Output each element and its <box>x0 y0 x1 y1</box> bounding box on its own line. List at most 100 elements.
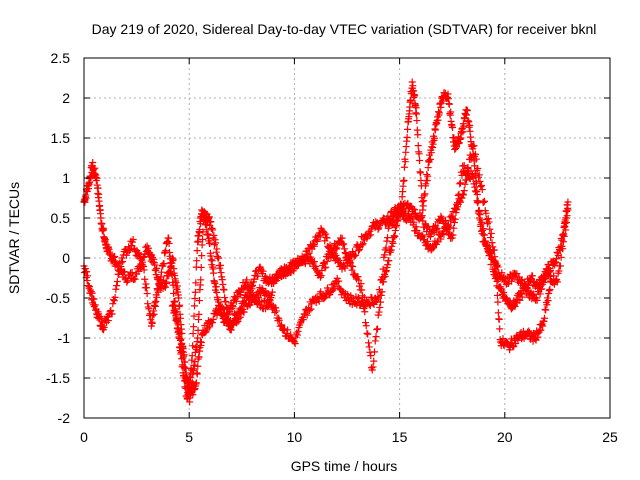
data-point-sample <box>473 197 481 205</box>
data-point-sample <box>493 291 501 299</box>
data-point-sample <box>137 252 145 260</box>
data-point-sample <box>121 268 129 276</box>
data-point-sample <box>158 268 166 276</box>
data-point-sample <box>265 292 273 300</box>
data-point-sample <box>361 319 369 327</box>
data-point-sample <box>367 352 375 360</box>
data-point <box>227 326 235 334</box>
data-point-sample <box>376 288 384 296</box>
data-point <box>204 230 212 238</box>
data-point-sample <box>184 380 192 388</box>
data-point-sample <box>219 305 227 313</box>
data-point-sample <box>208 257 216 265</box>
data-point-sample <box>562 218 570 226</box>
data-point-sample <box>378 273 386 281</box>
data-point-sample <box>277 322 285 330</box>
x-tick-label: 0 <box>80 429 88 445</box>
data-point-sample <box>364 339 372 347</box>
data-point-sample <box>486 225 494 233</box>
data-point-sample <box>123 278 131 286</box>
data-point-sample <box>210 231 218 239</box>
data-point-sample <box>320 295 328 303</box>
data-point-sample <box>397 207 405 215</box>
data-point-sample <box>424 172 432 180</box>
data-point-sample <box>559 231 567 239</box>
data-point-sample <box>291 340 299 348</box>
data-point-sample <box>430 134 438 142</box>
data-point-sample <box>100 225 108 233</box>
data-point-sample <box>348 266 356 274</box>
data-point-sample <box>323 257 331 265</box>
data-point-sample <box>186 398 194 406</box>
data-point <box>368 366 376 374</box>
data-point-sample <box>152 297 160 305</box>
data-point-sample <box>84 272 92 280</box>
data-point-sample <box>399 204 407 212</box>
data-point-sample <box>148 319 156 327</box>
data-point-sample <box>544 297 552 305</box>
data-point-sample <box>459 128 467 136</box>
data-point-sample <box>481 197 489 205</box>
data-point-sample <box>417 232 425 240</box>
data-point-sample <box>362 322 370 330</box>
data-point-sample <box>317 272 325 280</box>
data-point <box>375 294 383 302</box>
data-point-sample <box>374 311 382 319</box>
data-point <box>358 286 366 294</box>
data-point-sample <box>540 317 548 325</box>
data-point-sample <box>144 300 152 308</box>
data-point-sample <box>346 258 354 266</box>
data-point-sample <box>248 285 256 293</box>
data-point-sample <box>268 288 276 296</box>
data-point-sample <box>437 212 445 220</box>
data-point-sample <box>470 180 478 188</box>
data-point-sample <box>374 293 382 301</box>
data-point-sample <box>460 122 468 130</box>
data-point-sample <box>176 314 184 322</box>
data-point-sample <box>141 275 149 283</box>
data-point-sample <box>381 251 389 259</box>
data-point-sample <box>468 154 476 162</box>
data-point-sample <box>400 163 408 171</box>
data-point-sample <box>424 164 432 172</box>
data-point-sample <box>160 260 168 268</box>
data-point-sample <box>484 242 492 250</box>
axis-tick-labels: 0 5 10 15 20 25 -2 -1.5 -1 -0.5 0 0.5 1 1.5 2 2.5 <box>46 50 618 445</box>
data-point-sample <box>305 307 313 315</box>
data-point-sample <box>129 235 137 243</box>
data-point-sample <box>219 285 227 293</box>
data-point-sample <box>194 362 202 370</box>
data-point-sample <box>344 290 352 298</box>
data-point-sample <box>222 298 230 306</box>
data-point-sample <box>303 311 311 319</box>
data-point <box>564 206 572 214</box>
data-point-sample <box>321 293 329 301</box>
data-point-sample <box>293 331 301 339</box>
data-point <box>448 234 456 242</box>
data-point <box>408 78 416 86</box>
data-point-sample <box>472 188 480 196</box>
data-point-sample <box>143 290 151 298</box>
data-point-sample <box>90 295 98 303</box>
data-point-sample <box>153 293 161 301</box>
data-point-sample <box>171 297 179 305</box>
data-point-sample <box>369 363 377 371</box>
data-point-sample <box>340 245 348 253</box>
data-point-sample <box>388 242 396 250</box>
data-point-sample <box>122 251 130 259</box>
data-point-sample <box>283 329 291 337</box>
data-point-sample <box>377 276 385 284</box>
data-point-sample <box>334 255 342 263</box>
data-point-sample <box>550 272 558 280</box>
data-point-sample <box>213 245 221 253</box>
data-point-sample <box>466 121 474 129</box>
plot-frame <box>83 57 611 419</box>
data-point-sample <box>537 321 545 329</box>
data-point-sample <box>157 273 165 281</box>
data-point <box>522 286 530 294</box>
data-point-sample <box>88 289 96 297</box>
data-point-sample <box>500 289 508 297</box>
data-point-sample <box>113 278 121 286</box>
data-point-sample <box>284 326 292 334</box>
x-tick-label: 5 <box>185 429 193 445</box>
